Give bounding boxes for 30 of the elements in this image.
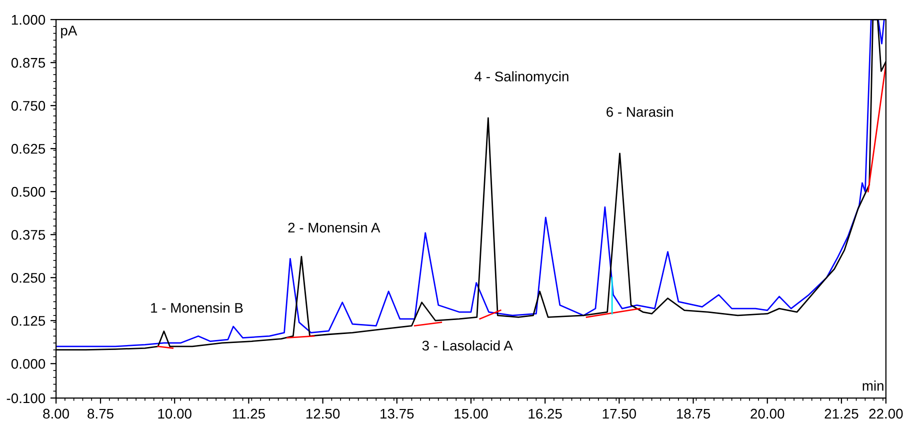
y-tick-label: 0.375 bbox=[11, 230, 46, 240]
x-tick-label: 12.50 bbox=[306, 408, 340, 419]
annotation: 3 - Lasolacid A bbox=[422, 340, 513, 351]
x-tick-label: 15.00 bbox=[454, 408, 488, 419]
x-tick-label: 10.00 bbox=[158, 408, 192, 419]
x-tick-label: 20.00 bbox=[750, 408, 784, 419]
annotation: 1 - Monensin B bbox=[151, 302, 243, 313]
x-tick-label: 11.25 bbox=[232, 408, 265, 419]
x-tick-label: 17.50 bbox=[602, 408, 636, 419]
y-tick-label: 1.000 bbox=[12, 14, 46, 25]
x-tick-label: 22.00 bbox=[869, 408, 903, 419]
x-tick-label: 18.75 bbox=[676, 408, 710, 419]
y-tick-label: 0.750 bbox=[11, 100, 46, 111]
x-tick-label: 16.25 bbox=[528, 408, 562, 419]
x-tick-label: 13.75 bbox=[380, 408, 414, 419]
x-tick-label: 8.00 bbox=[43, 408, 70, 419]
annotation: 6 - Narasin bbox=[606, 106, 673, 117]
y-tick-label: 0.000 bbox=[11, 358, 46, 369]
x-axis-title: min bbox=[862, 380, 884, 391]
y-tick-label: -0.100 bbox=[6, 393, 46, 404]
x-tick-label: 21.25 bbox=[824, 408, 858, 419]
y-tick-label: 0.875 bbox=[11, 58, 46, 68]
annotation: 4 - Salinomycin bbox=[474, 71, 568, 84]
y-axis-title: pA bbox=[61, 26, 78, 38]
y-tick-label: 0.125 bbox=[11, 316, 46, 326]
annotation: 2 - Monensin A bbox=[288, 222, 380, 233]
y-tick-label: 0.625 bbox=[11, 144, 46, 154]
y-tick-label: 0.250 bbox=[11, 272, 46, 283]
x-tick-label: 8.75 bbox=[88, 408, 114, 419]
y-tick-label: 0.500 bbox=[11, 186, 46, 197]
